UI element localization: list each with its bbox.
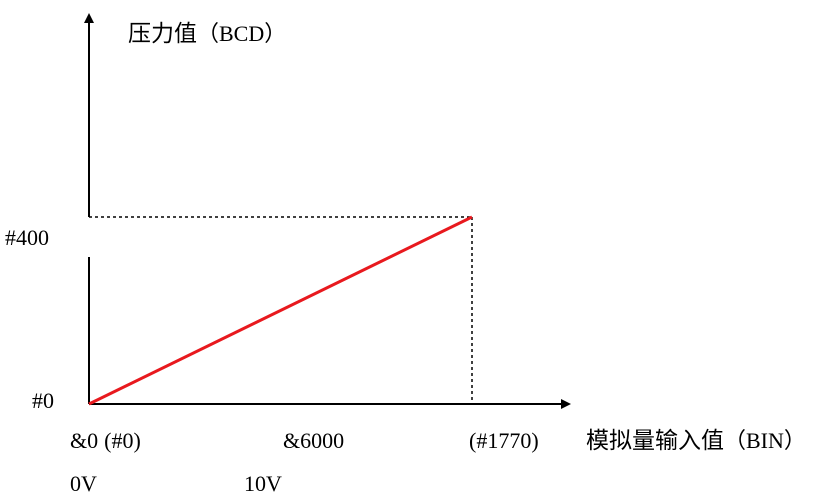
y-axis-gap (86, 217, 92, 257)
y-tick-label-400: #400 (5, 225, 49, 250)
y-axis-title: 压力值（BCD） (128, 21, 286, 47)
x-axis-title: 模拟量输入值（BIN） (586, 428, 806, 454)
voltage-label-10v: 10V (244, 471, 282, 495)
x-tick-label-mid: &6000 (283, 428, 344, 453)
series-line (88, 215, 473, 406)
y-tick-label-0: #0 (32, 388, 54, 413)
x-tick-label-end: (#1770) (469, 428, 539, 453)
voltage-label-0v: 0V (70, 471, 97, 495)
x-tick-label-start: &0 (#0) (70, 428, 141, 453)
